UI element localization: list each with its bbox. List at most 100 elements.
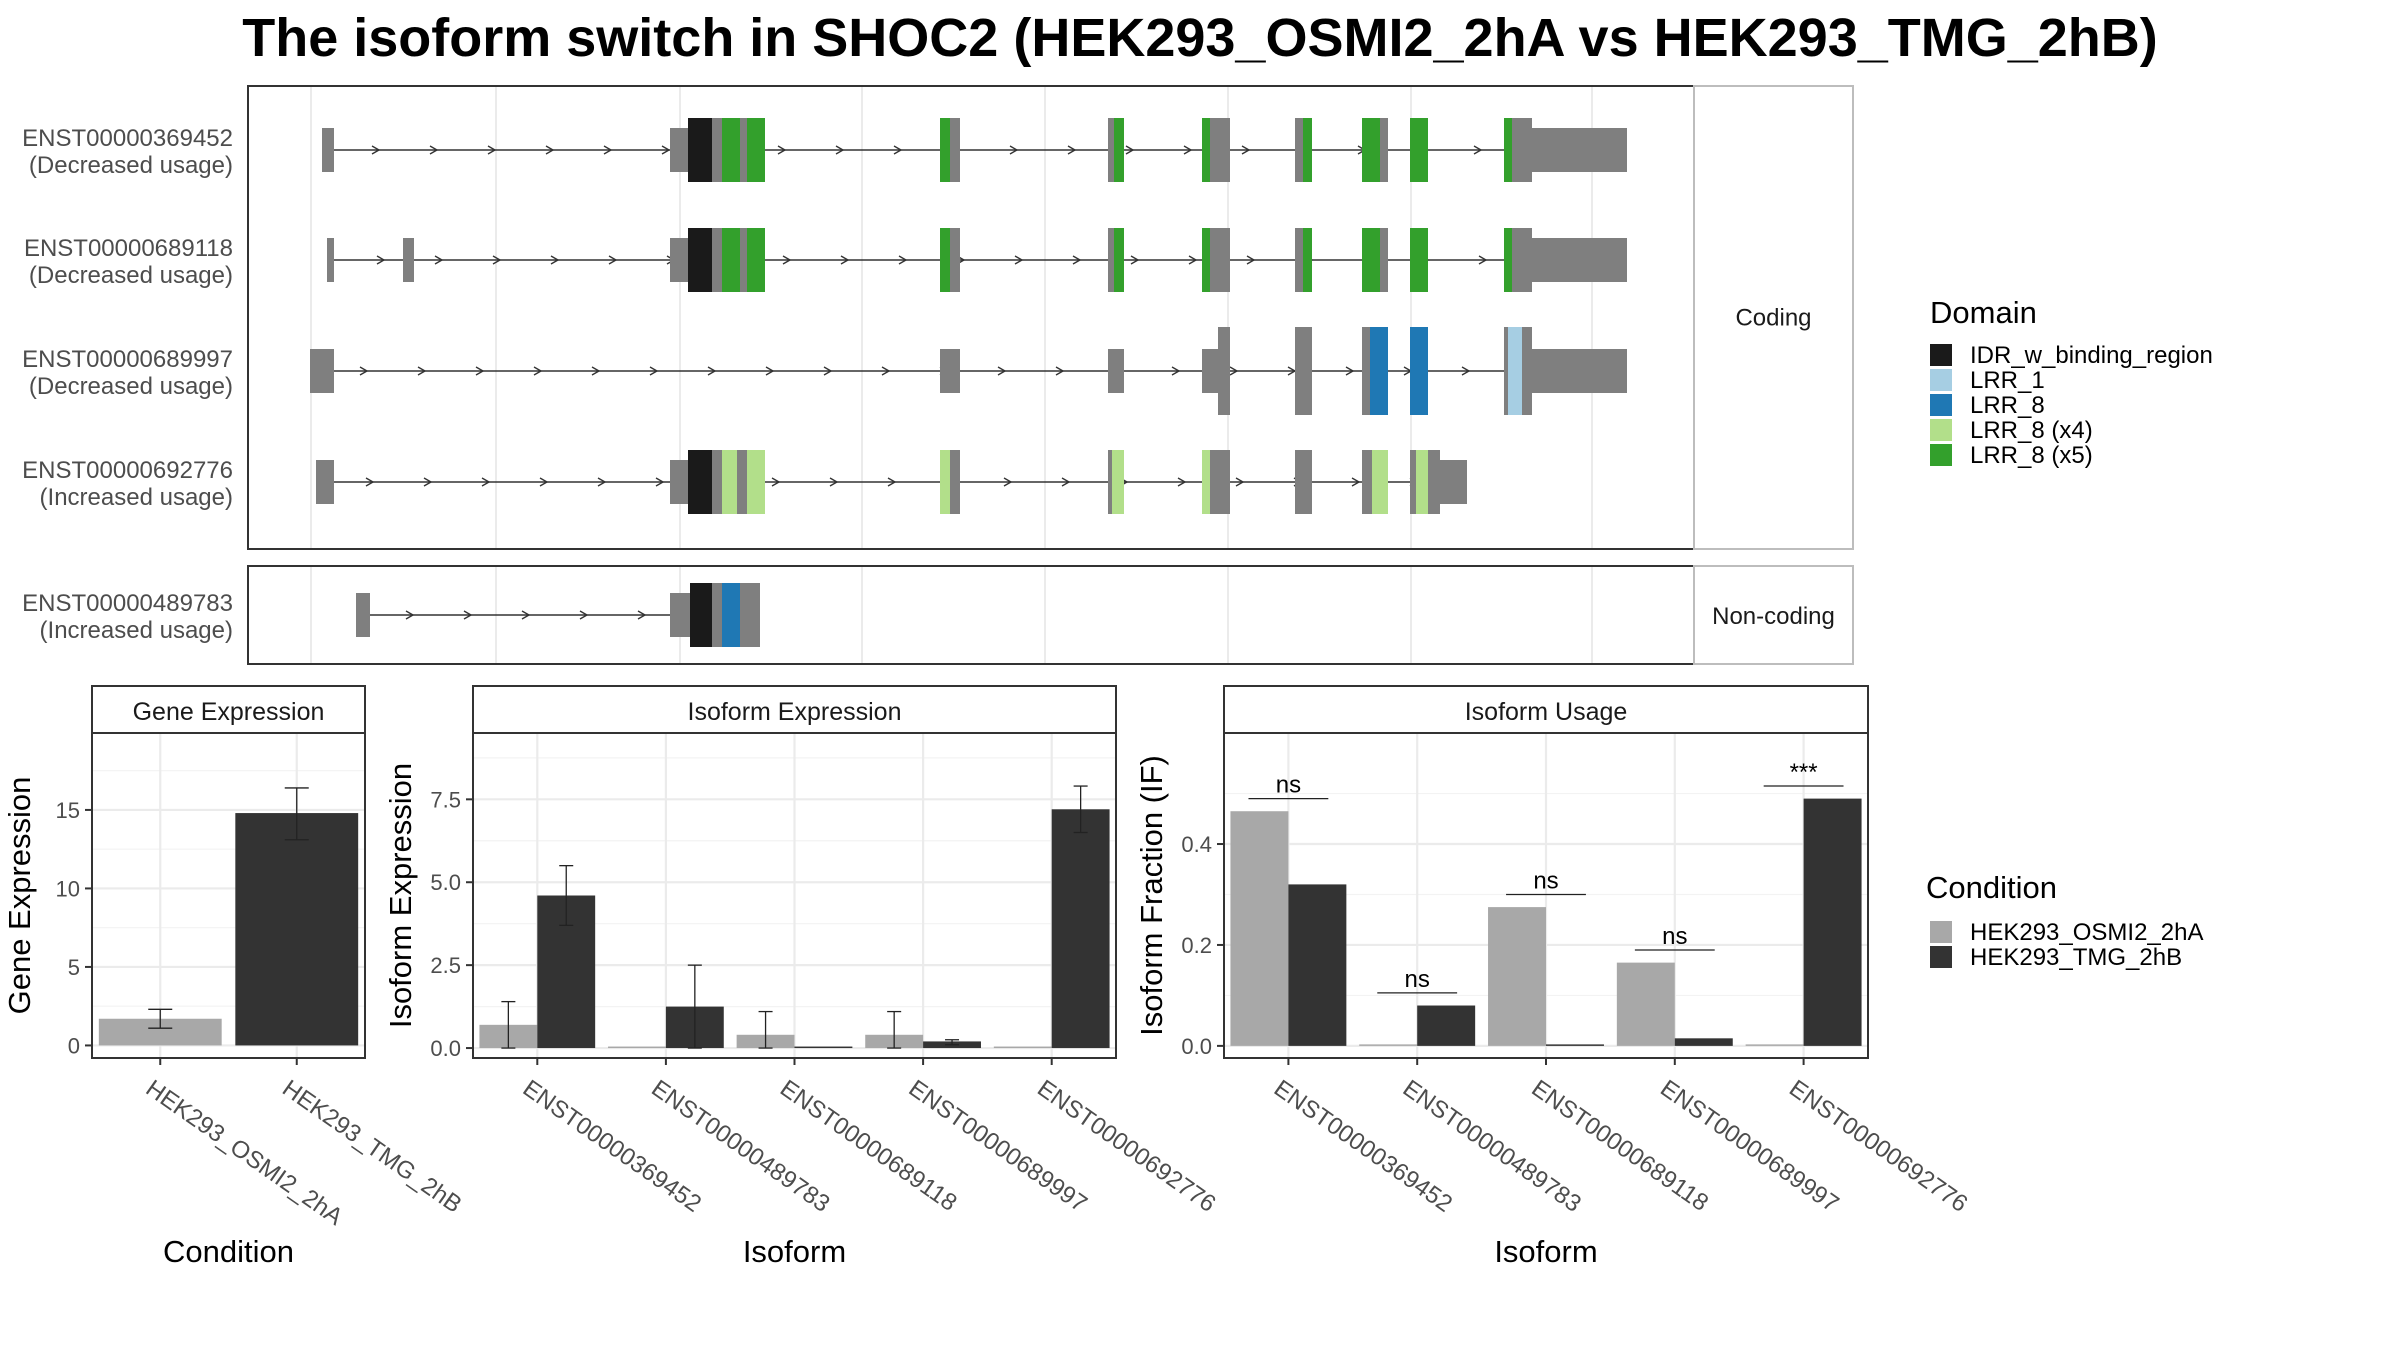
figure-title: The isoform switch in SHOC2 (HEK293_OSMI…: [242, 8, 2158, 68]
strand-arrow: [603, 145, 613, 155]
strand-arrow: [533, 366, 543, 376]
exon-block: [1410, 118, 1428, 182]
exon-block: [690, 583, 712, 647]
x-axis-title: Isoform: [743, 1234, 846, 1269]
strand-arrow: [492, 255, 502, 265]
exon-block: [1295, 228, 1303, 292]
strand-arrow: [591, 366, 601, 376]
exon-block: [1108, 118, 1114, 182]
exon-block: [740, 118, 747, 182]
strand-arrow: [1188, 255, 1198, 265]
strand-arrow: [898, 255, 908, 265]
strand-arrow: [1246, 255, 1256, 265]
exon-block: [950, 450, 960, 514]
exon-block: [1440, 460, 1467, 504]
noncoding-strip: [1693, 565, 1854, 665]
strand-arrow: [417, 366, 427, 376]
strand-arrow: [434, 255, 444, 265]
bar: [1230, 811, 1289, 1046]
exon-block: [688, 118, 712, 182]
y-tick-label: 2.5: [430, 953, 461, 978]
significance-label: ns: [1276, 772, 1301, 799]
exon-block: [712, 450, 722, 514]
exon-block: [722, 228, 740, 292]
exon-block: [1108, 349, 1124, 393]
exon-block: [670, 238, 688, 282]
strand-arrow: [487, 145, 497, 155]
strand-arrow: [539, 477, 549, 487]
exon-block: [722, 450, 737, 514]
strand-arrow: [655, 477, 665, 487]
exon-block: [1410, 450, 1416, 514]
y-axis-title: Gene Expression: [2, 777, 37, 1015]
strand-arrow: [707, 366, 717, 376]
exon-block: [1295, 327, 1312, 415]
panel-title: Isoform Usage: [1465, 698, 1628, 726]
bar: [1051, 809, 1110, 1049]
y-tick-label: 0.2: [1181, 933, 1212, 958]
exon-block: [1508, 327, 1522, 415]
strand-arrow: [840, 255, 850, 265]
panel-strip: [472, 685, 1117, 734]
x-axis-title: Condition: [163, 1234, 294, 1269]
strand-arrow: [545, 145, 555, 155]
exon-block: [1112, 450, 1124, 514]
y-tick-label: 0.0: [1181, 1034, 1212, 1059]
strand-arrow: [1061, 477, 1071, 487]
chart-panel: Isoform Usagensnsnsns***0.00.20.4ENST000…: [1134, 685, 1972, 1269]
exon-block: [940, 450, 950, 514]
strand-arrow: [1055, 366, 1065, 376]
exon-block: [747, 450, 765, 514]
strand-arrow: [887, 477, 897, 487]
significance-label: ***: [1790, 759, 1818, 786]
y-tick-label: 10: [56, 876, 80, 901]
y-tick-label: 0.0: [430, 1036, 461, 1061]
domain-legend-key: [1930, 394, 1952, 416]
exon-block: [1380, 228, 1388, 292]
exon-block: [1202, 118, 1210, 182]
exon-block: [950, 228, 960, 292]
bar: [1288, 884, 1347, 1046]
exon-block: [1210, 118, 1230, 182]
exon-block: [356, 593, 370, 637]
exon-block: [1370, 327, 1388, 415]
strand-arrow: [835, 145, 845, 155]
strand-arrow: [376, 255, 386, 265]
strand-arrow: [608, 255, 618, 265]
exon-block: [950, 118, 960, 182]
exon-block: [1202, 450, 1210, 514]
bar: [1674, 1038, 1733, 1046]
strand-arrow: [1229, 366, 1239, 376]
strand-arrow: [1014, 255, 1024, 265]
panel-title: Isoform Expression: [688, 698, 902, 726]
bar: [1616, 962, 1675, 1046]
bar: [1745, 1044, 1804, 1046]
exon-block: [322, 128, 334, 172]
transcript-row: ENST00000689118(Decreased usage): [24, 228, 1627, 292]
exon-block: [1108, 450, 1112, 514]
exon-block: [1303, 228, 1312, 292]
coding-panel-border: [247, 85, 1695, 550]
exon-block: [688, 228, 712, 292]
panel-border: [91, 732, 366, 1059]
exon-block: [722, 583, 740, 647]
transcript-id-label: ENST00000689997: [22, 346, 233, 373]
bar: [794, 1046, 853, 1049]
coding-strip: [1693, 85, 1854, 550]
strand-arrow: [771, 477, 781, 487]
exon-block: [1210, 450, 1230, 514]
domain-legend-label: LRR_8 (x5): [1970, 442, 2093, 469]
transcript-row: ENST00000692776(Increased usage): [22, 450, 1467, 514]
strand-arrow: [1130, 255, 1140, 265]
strand-arrow: [1003, 477, 1013, 487]
strand-arrow: [881, 366, 891, 376]
exon-block: [1532, 128, 1627, 172]
chart-panel: Isoform Expression0.02.55.07.5ENST000003…: [383, 685, 1220, 1269]
exon-block: [1410, 327, 1428, 415]
exon-block: [1362, 118, 1380, 182]
condition-legend-key: [1930, 946, 1952, 968]
title-area: The isoform switch in SHOC2 (HEK293_OSMI…: [242, 8, 2158, 68]
domain-legend-label: IDR_w_binding_region: [1970, 342, 2213, 369]
exon-block: [1295, 450, 1312, 514]
